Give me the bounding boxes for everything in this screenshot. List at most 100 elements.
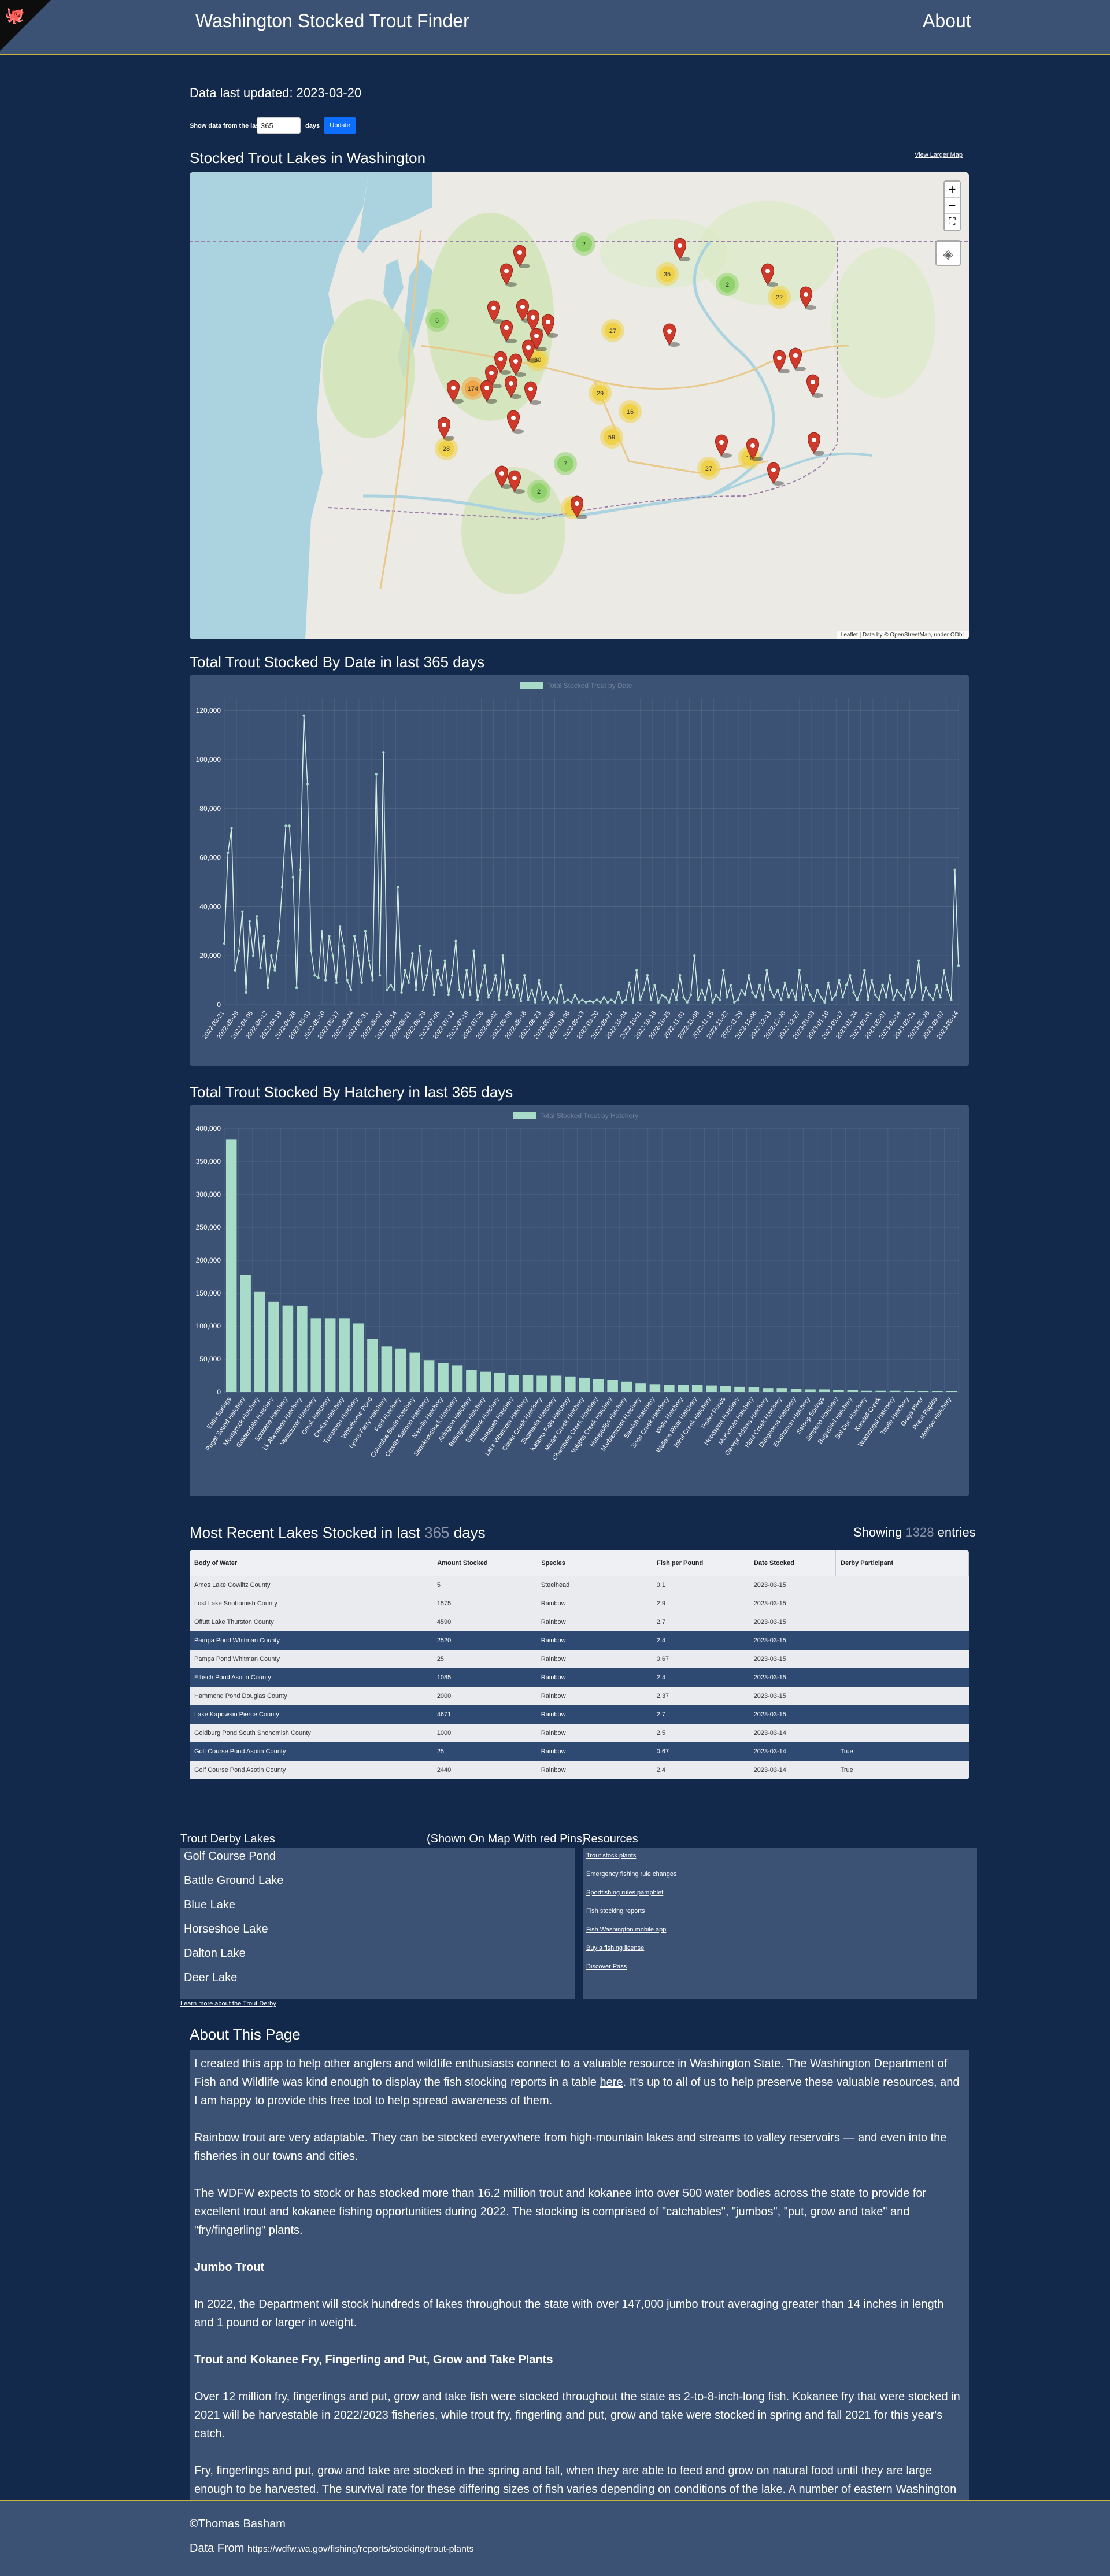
marker-cluster[interactable]: 35: [656, 262, 679, 286]
map-pin-icon[interactable]: [806, 374, 824, 398]
map-pin-icon[interactable]: [571, 495, 588, 519]
table-row[interactable]: Lake Kapowsin Pierce County 4671 Rainbow 2.…: [190, 1705, 969, 1724]
map-pin-icon[interactable]: [524, 381, 542, 405]
column-header[interactable]: Amount Stocked: [432, 1550, 537, 1576]
marker-cluster[interactable]: 59: [600, 425, 623, 449]
table-cell: 2440: [432, 1761, 536, 1779]
map-pin-icon[interactable]: [522, 339, 539, 363]
table-row[interactable]: Golf Course Pond Asotin County 2440 Rainbo…: [190, 1761, 969, 1779]
chart-by-hatchery: 0 50,000 100,000 150,000 200,000 250,000 300,0…: [190, 1105, 969, 1496]
update-button[interactable]: Update: [324, 117, 356, 134]
map-pin-icon[interactable]: [761, 263, 779, 287]
column-header[interactable]: Species: [536, 1550, 653, 1576]
y-tick-label: 80,000: [199, 805, 221, 813]
table-row[interactable]: Ames Lake Cowlitz County 5 Steelhead 0.1 202…: [190, 1576, 969, 1594]
derby-lake-item[interactable]: Dalton Lake: [184, 1947, 246, 1960]
marker-cluster[interactable]: 27: [697, 457, 720, 480]
map-pin-icon[interactable]: [447, 380, 464, 404]
map-pin-icon[interactable]: [674, 238, 691, 261]
resource-link[interactable]: Sportfishing rules pamphlet: [586, 1889, 664, 1896]
resource-link[interactable]: Fish stocking reports: [586, 1908, 645, 1915]
map-pin-icon[interactable]: [542, 314, 559, 338]
map-pin-icon[interactable]: [500, 263, 517, 287]
derby-lake-item[interactable]: Blue Lake: [184, 1898, 235, 1911]
marker-cluster[interactable]: 28: [435, 437, 458, 460]
table-row[interactable]: Offutt Lake Thurston County 4590 Rainbow 2.…: [190, 1613, 969, 1631]
map-pin-icon[interactable]: [495, 465, 513, 489]
zoom-in-button[interactable]: +: [945, 182, 960, 198]
table-row[interactable]: Pampa Pond Whitman County 2520 Rainbow 2.4 2…: [190, 1631, 969, 1650]
fullscreen-button[interactable]: ⛶: [949, 217, 956, 227]
column-header[interactable]: Fish per Pound: [652, 1550, 750, 1576]
about-link[interactable]: About: [923, 10, 971, 31]
marker-cluster[interactable]: 22: [768, 286, 791, 309]
chart-hatchery-title: Total Trout Stocked By Hatchery in last …: [190, 1083, 513, 1101]
stocked-lakes-map[interactable]: 23522262730174291659727281123 + − ⛶ ◈ Le…: [190, 172, 969, 639]
github-corner[interactable]: [0, 0, 51, 51]
view-larger-map-link[interactable]: View Larger Map: [915, 151, 963, 158]
table-row[interactable]: Elbsch Pond Asotin County 1085 Rainbow 2.4 2…: [190, 1668, 969, 1687]
map-pin-icon[interactable]: [480, 380, 498, 404]
resource-link[interactable]: Trout stock plants: [586, 1852, 637, 1859]
map-pin-icon[interactable]: [800, 286, 817, 310]
data-point: [371, 979, 374, 982]
marker-cluster[interactable]: 2: [716, 273, 739, 296]
site-title[interactable]: Washington Stocked Trout Finder: [195, 10, 469, 31]
map-pin-icon[interactable]: [500, 320, 517, 343]
map-pin-icon[interactable]: [485, 365, 502, 388]
map-pin-icon[interactable]: [773, 350, 790, 373]
derby-lake-item[interactable]: Golf Course Pond: [184, 1850, 276, 1863]
map-pin-icon[interactable]: [507, 410, 524, 434]
trout-derby-link[interactable]: Learn more about the Trout Derby: [180, 2000, 276, 2007]
resource-link[interactable]: Emergency fishing rule changes: [586, 1871, 677, 1878]
marker-cluster[interactable]: 174: [461, 377, 484, 400]
derby-lake-item[interactable]: Battle Ground Lake: [184, 1874, 284, 1887]
layers-icon[interactable]: ◈: [935, 240, 961, 266]
map-pin-icon[interactable]: [509, 353, 527, 377]
column-header[interactable]: Body of Water: [190, 1550, 433, 1576]
marker-cluster[interactable]: 2: [527, 480, 550, 503]
column-header[interactable]: Derby Participant: [835, 1550, 969, 1576]
table-row[interactable]: Goldburg Pond South Snohomish County 1000…: [190, 1724, 969, 1742]
table-row[interactable]: Pampa Pond Whitman County 25 Rainbow 0.67 20…: [190, 1650, 969, 1668]
days-input[interactable]: [257, 117, 301, 134]
y-tick-label: 60,000: [199, 854, 221, 862]
marker-cluster[interactable]: 27: [601, 319, 624, 342]
marker-cluster[interactable]: 6: [426, 309, 449, 332]
marker-cluster[interactable]: 7: [554, 452, 577, 475]
github-octocat-icon[interactable]: 🐙: [5, 6, 25, 24]
data-point: [878, 998, 880, 1001]
map-pin-icon[interactable]: [789, 347, 806, 371]
marker-cluster[interactable]: 16: [619, 400, 642, 423]
data-point: [732, 1001, 736, 1004]
resource-link[interactable]: Buy a fishing license: [586, 1945, 645, 1952]
y-tick-label: 0: [217, 1388, 221, 1396]
column-header[interactable]: Date Stocked: [749, 1550, 837, 1576]
resource-link[interactable]: Fish Washington mobile app: [586, 1926, 667, 1933]
map-pin-icon[interactable]: [487, 300, 505, 324]
data-point: [624, 998, 627, 1001]
wdfw-table-link[interactable]: here: [600, 2076, 623, 2089]
map-pin-icon[interactable]: [808, 432, 825, 456]
map-pin-icon[interactable]: [715, 434, 732, 458]
map-pin-icon[interactable]: [494, 351, 512, 375]
marker-cluster[interactable]: 2: [572, 232, 595, 256]
derby-lake-item[interactable]: Deer Lake: [184, 1971, 238, 1984]
map-pin-icon[interactable]: [505, 375, 522, 399]
table-row[interactable]: Lost Lake Snohomish County 1575 Rainbow 2.9…: [190, 1594, 969, 1613]
map-pin-icon[interactable]: [746, 438, 764, 461]
map-pin-icon[interactable]: [767, 462, 785, 486]
table-row[interactable]: Hammond Pond Douglas County 2000 Rainbow 2.…: [190, 1687, 969, 1705]
table-cell: Goldburg Pond South Snohomish County: [190, 1724, 432, 1742]
map-pin-icon[interactable]: [508, 470, 526, 494]
footer-data-url[interactable]: https://wdfw.wa.gov/fishing/reports/stoc…: [247, 2544, 474, 2554]
marker-cluster[interactable]: 29: [589, 382, 612, 405]
map-pin-icon[interactable]: [438, 417, 455, 441]
map-pin-icon[interactable]: [513, 245, 531, 268]
resource-link[interactable]: Discover Pass: [586, 1963, 627, 1970]
map-attribution[interactable]: Leaflet | Data by © OpenStreetMap, under…: [837, 631, 969, 639]
table-row[interactable]: Golf Course Pond Asotin County 25 Rainbow 0…: [190, 1742, 969, 1761]
zoom-out-button[interactable]: −: [945, 198, 960, 214]
map-pin-icon[interactable]: [663, 323, 680, 347]
derby-lake-item[interactable]: Horseshoe Lake: [184, 1923, 268, 1935]
